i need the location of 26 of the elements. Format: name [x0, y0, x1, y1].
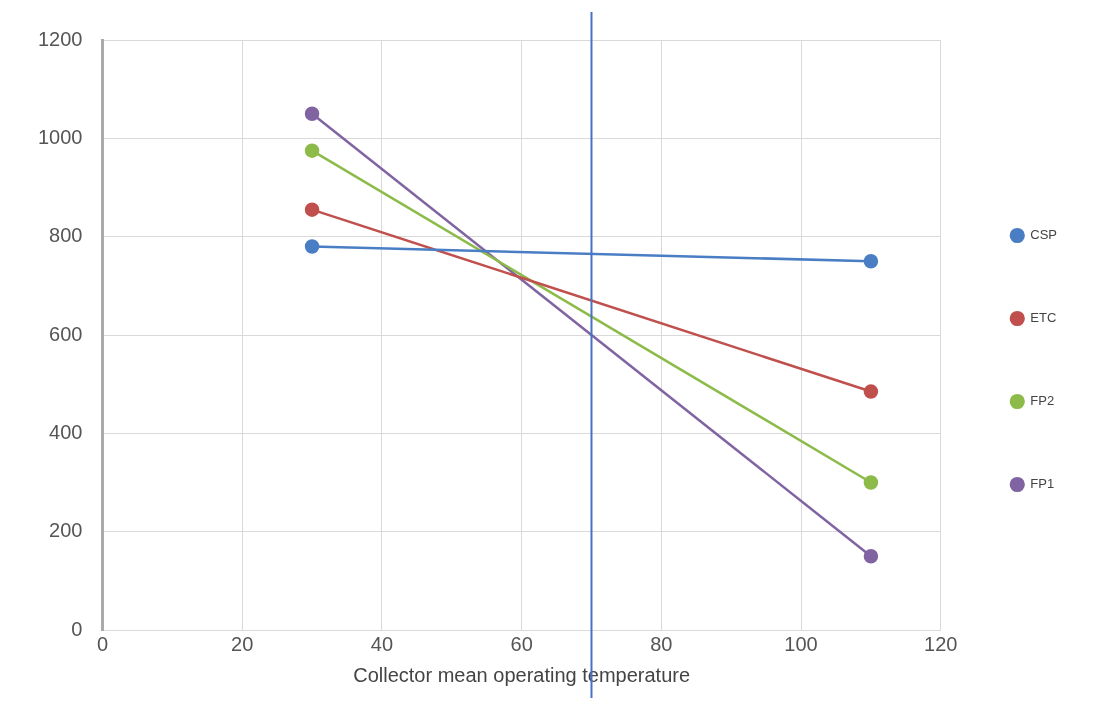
y-tick-label: 600	[49, 322, 83, 345]
legend-label: ETC	[1030, 310, 1057, 326]
y-tick-label: 1000	[37, 125, 83, 148]
x-tick-label: 80	[650, 632, 673, 655]
point	[863, 475, 879, 490]
point	[863, 549, 879, 564]
y-tick-label: 1200	[37, 27, 83, 50]
x-tick-label: 40	[370, 632, 394, 655]
point	[304, 106, 320, 121]
x-tick-label: 60	[510, 632, 533, 655]
y-tick-label: 800	[49, 224, 83, 247]
legend-label: CSP	[1030, 227, 1057, 243]
y-tick-label: 200	[49, 519, 83, 542]
y-tick-label: 0	[71, 617, 83, 640]
point	[304, 143, 320, 158]
point	[304, 239, 320, 254]
x-tick-label: 100	[784, 632, 818, 655]
point	[304, 202, 320, 217]
point	[863, 384, 879, 399]
x-tick-label: 20	[231, 632, 254, 655]
legend-label: FP2	[1030, 393, 1055, 409]
x-tick-label: 0	[96, 632, 109, 655]
y-tick-label: 400	[49, 420, 83, 443]
legend-label: FP1	[1030, 476, 1055, 492]
x-tick-label: 120	[924, 632, 958, 655]
point	[863, 254, 879, 269]
